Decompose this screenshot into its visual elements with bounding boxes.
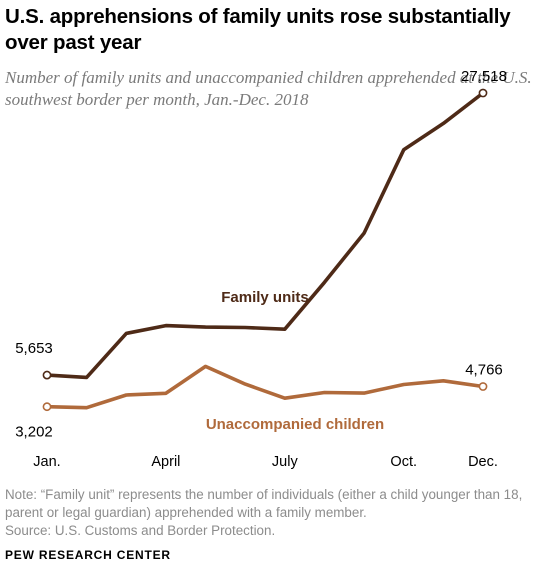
chart-subtitle: Number of family units and unaccompanied… [5, 68, 532, 109]
series-label: Family units [221, 289, 309, 306]
endpoint-marker [42, 402, 52, 412]
series-line [45, 364, 485, 410]
x-tick-label: July [272, 454, 299, 470]
data-label: 5,653 [15, 340, 53, 357]
data-label: 3,202 [15, 424, 53, 441]
endpoint-marker [478, 382, 488, 391]
chart-title: U.S. apprehensions of family units rose … [5, 5, 511, 54]
chart-note: Note: “Family unit” represents the numbe… [5, 487, 523, 520]
x-tick-label: Jan. [33, 454, 60, 470]
x-tick-label: Oct. [390, 454, 417, 470]
x-tick-label: Dec. [468, 454, 498, 470]
data-label: 27,518 [461, 68, 507, 85]
endpoint-marker [42, 370, 52, 380]
pew-logo: PEW RESEARCH CENTER [5, 548, 171, 562]
data-label: 4,766 [465, 362, 503, 379]
endpoint-marker [478, 88, 488, 98]
chart-source: Source: U.S. Customs and Border Protecti… [5, 523, 276, 538]
series-line [45, 91, 485, 380]
line-chart: Jan. April July Oct. Dec. Family units 5,653 27… [15, 68, 507, 470]
series-label: Unaccompanied children [206, 416, 384, 433]
x-tick-label: April [151, 454, 180, 470]
